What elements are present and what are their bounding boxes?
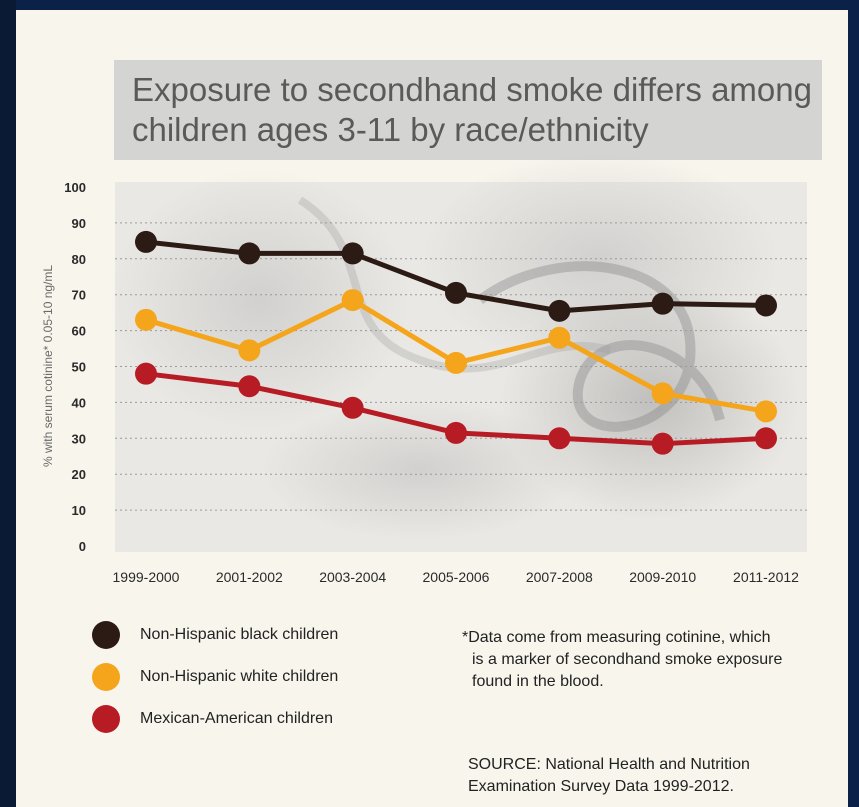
legend-item-mexican: Mexican-American children (92, 698, 338, 740)
data-point (135, 362, 157, 385)
x-tick-label: 2011-2012 (733, 569, 799, 585)
legend-label-black: Non-Hispanic black children (140, 626, 339, 643)
y-axis-label: % with serum cotinine* 0.05-10 ng/mL (41, 265, 55, 467)
legend-label-white: Non-Hispanic white children (140, 668, 339, 685)
footnote: *Data come from measuring cotinine, whic… (462, 627, 822, 693)
y-tick-label: 70 (72, 288, 86, 303)
source-line: SOURCE: National Health and Nutrition (468, 756, 750, 773)
data-point (548, 427, 571, 450)
data-point (238, 242, 261, 265)
series-0 (135, 230, 777, 322)
plot-background (110, 150, 807, 552)
data-point (651, 292, 674, 315)
data-point (755, 294, 777, 317)
y-tick-label: 100 (64, 180, 86, 195)
data-point (755, 427, 777, 450)
source-line: Examination Survey Data 1999-2012. (468, 778, 734, 795)
data-point (135, 230, 157, 253)
footnote-line: is a marker of secondhand smoke exposure (472, 651, 783, 668)
data-point (341, 396, 364, 419)
grid-lines (115, 222, 807, 511)
series-2 (135, 362, 777, 455)
data-point (445, 281, 467, 304)
y-tick-label: 20 (72, 467, 86, 482)
y-tick-label: 50 (72, 360, 86, 375)
legend: Non-Hispanic black children Non-Hispanic… (92, 614, 338, 740)
x-tick-label: 2003-2004 (319, 569, 386, 585)
x-tick-label: 2001-2002 (216, 569, 283, 585)
legend-marker-white (92, 663, 120, 691)
x-tick-labels: 1999-2000 2001-2002 2003-2004 2005-2006 2007… (113, 569, 800, 585)
chart-title: Exposure to secondhand smoke differs amo… (132, 71, 812, 148)
y-tick-label: 80 (72, 252, 86, 267)
legend-item-white: Non-Hispanic white children (92, 656, 338, 698)
data-point (445, 351, 467, 374)
window-frame-edge (0, 0, 16, 807)
footnote-line: *Data come from measuring cotinine, whic… (462, 629, 771, 646)
series-layer (135, 230, 777, 455)
legend-marker-mexican (92, 705, 120, 733)
x-tick-label: 2009-2010 (629, 569, 696, 585)
y-tick-label: 40 (72, 395, 86, 410)
y-tick-label: 90 (72, 216, 86, 231)
data-point (651, 382, 674, 405)
legend-item-black: Non-Hispanic black children (92, 614, 338, 656)
x-tick-label: 1999-2000 (113, 569, 180, 585)
data-point (238, 375, 261, 398)
data-point (651, 432, 674, 455)
x-tick-label: 2005-2006 (423, 569, 490, 585)
y-tick-label: 60 (72, 324, 86, 339)
series-1 (135, 289, 777, 423)
footnote-line: found in the blood. (472, 673, 604, 690)
legend-label-mexican: Mexican-American children (140, 710, 333, 727)
data-point (548, 299, 571, 322)
y-tick-labels: 0 10 20 30 40 50 60 70 80 90 100 (64, 180, 86, 554)
data-point (135, 308, 157, 331)
x-tick-label: 2007-2008 (526, 569, 593, 585)
y-tick-label: 0 (79, 539, 86, 554)
y-tick-label: 30 (72, 431, 86, 446)
data-point (238, 339, 261, 362)
data-point (445, 421, 467, 444)
data-point (341, 289, 364, 312)
data-point (755, 400, 777, 423)
data-point (341, 242, 364, 265)
legend-marker-black (92, 621, 120, 649)
title-box: Exposure to secondhand smoke differs amo… (114, 60, 822, 160)
source-note: SOURCE: National Health and Nutrition Ex… (468, 754, 828, 798)
y-tick-label: 10 (72, 503, 86, 518)
data-point (548, 326, 571, 349)
